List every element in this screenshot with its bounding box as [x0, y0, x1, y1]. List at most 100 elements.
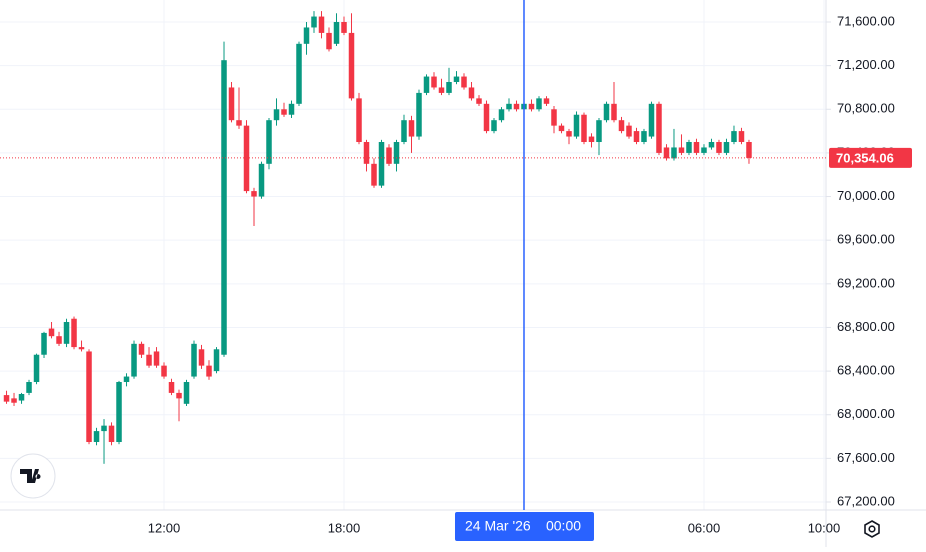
candle-body [153, 351, 160, 366]
candle-body [348, 32, 355, 99]
last-price-box [829, 147, 912, 168]
candle-body [588, 136, 595, 143]
y-tick-label: 71,200.00 [837, 57, 895, 72]
candle-body [198, 349, 205, 366]
y-tick-label: 70,800.00 [837, 101, 895, 116]
settings-icon[interactable] [868, 525, 876, 533]
candle-body [86, 351, 92, 443]
y-tick-label: 69,200.00 [837, 275, 895, 290]
candle-body [183, 382, 190, 404]
x-tick-label: 10:00 [808, 520, 841, 535]
candle-body [468, 87, 475, 99]
y-tick-label: 67,600.00 [837, 450, 895, 465]
crosshair-box [454, 512, 594, 541]
candle-body [78, 347, 85, 350]
candle-body [738, 131, 745, 143]
candle-body [453, 76, 460, 83]
candle-body [311, 16, 317, 28]
x-tick-label: 12:00 [148, 520, 181, 535]
candle-body [543, 98, 550, 104]
candle-body [446, 82, 452, 93]
candle-body [326, 32, 332, 50]
last-price-label: 70,354.06 [836, 150, 894, 165]
candle-body [431, 76, 437, 88]
logo-mark[interactable] [20, 469, 41, 483]
candle-body [281, 109, 287, 115]
crosshair-date: 24 Mar '26 [465, 518, 531, 534]
candle-body [146, 354, 152, 366]
candle-body [108, 425, 115, 443]
settings-icon[interactable] [864, 520, 880, 538]
candle-body [566, 131, 572, 137]
candle-body [41, 332, 47, 355]
candle-body [288, 103, 295, 115]
candle-body [671, 147, 677, 159]
candle-body [461, 76, 467, 88]
candle-body [363, 142, 370, 164]
candle-body [161, 365, 167, 377]
candle-body [71, 318, 77, 348]
candle-body [716, 142, 722, 153]
candle-body [258, 163, 265, 197]
candle-body [221, 60, 227, 355]
candle-body [423, 76, 430, 93]
candle-body [273, 109, 280, 121]
crosshair-time: 00:00 [546, 518, 581, 534]
candle-body [318, 16, 325, 33]
candle-body [656, 103, 662, 153]
logo[interactable] [10, 453, 56, 499]
x-tick-label: 18:00 [328, 520, 361, 535]
candle-body [63, 322, 70, 344]
candle-body [528, 103, 535, 110]
candle-body [386, 147, 392, 164]
candle-body [206, 365, 212, 377]
candle-body [341, 22, 347, 33]
candle-body [731, 131, 737, 143]
candle-body [686, 142, 692, 153]
candle-body [18, 394, 25, 401]
y-tick-label: 68,400.00 [837, 363, 895, 378]
candle-body [48, 328, 55, 337]
candle-body [483, 103, 490, 132]
candle-body [633, 131, 640, 143]
candle-body [131, 343, 137, 377]
candle-body [401, 120, 407, 143]
candle-body [168, 382, 175, 393]
candle-body [581, 114, 587, 143]
candle-body [603, 103, 610, 121]
candle-body [138, 343, 145, 355]
y-tick-label: 71,600.00 [837, 13, 895, 28]
candle-body [123, 376, 130, 383]
candle-body [506, 103, 512, 110]
candle-body [236, 120, 242, 126]
x-tick-label: 06:00 [688, 520, 721, 535]
candle-body [416, 92, 422, 137]
candle-body [266, 120, 272, 164]
candle-body [371, 163, 377, 186]
candle-body [176, 392, 182, 399]
candle-body [393, 142, 400, 164]
candle-body [708, 142, 715, 148]
candle-body [56, 336, 62, 344]
settings-button[interactable] [864, 520, 880, 538]
candle-body [438, 87, 445, 93]
candle-body [663, 147, 670, 159]
y-tick-label: 67,200.00 [837, 493, 895, 508]
candle-body [641, 131, 647, 143]
candle-body [498, 109, 505, 121]
candle-body [536, 98, 542, 110]
candle-body [101, 425, 107, 432]
y-tick-label: 70,000.00 [837, 188, 895, 203]
candle-body [303, 27, 310, 44]
candle-body [228, 87, 235, 121]
candle-body [746, 142, 752, 158]
y-tick-label: 68,800.00 [837, 319, 895, 334]
candle-body [678, 147, 685, 153]
candle-body [618, 120, 625, 132]
candle-body [693, 142, 700, 153]
candle-body [251, 191, 257, 197]
y-tick-label: 68,000.00 [837, 406, 895, 421]
candle-body [191, 343, 197, 377]
